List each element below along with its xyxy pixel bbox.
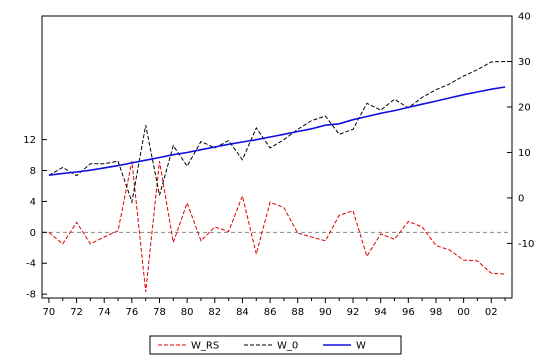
left-y-tick-label: 0	[30, 228, 36, 239]
right-y-tick-label: 20	[518, 102, 531, 113]
series-line-w	[48, 86, 506, 176]
legend-label-w-0: W_0	[277, 341, 298, 352]
series-line-w-rs	[48, 161, 506, 292]
series-group	[48, 61, 506, 292]
left-y-tick-label: -4	[26, 259, 36, 270]
legend-label-w-rs: W_RS	[191, 341, 219, 352]
x-axis: 70 72 74 76 78 80 82 84 86 88 90 92 94 96 98 00 02	[43, 298, 506, 318]
x-tick-label: 72	[70, 307, 83, 318]
left-y-tick-label: 4	[30, 197, 36, 208]
legend-label-w: W	[356, 341, 366, 352]
x-tick-label: 96	[402, 307, 415, 318]
right-y-tick-label: 30	[518, 57, 531, 68]
x-tick-label: 70	[43, 307, 56, 318]
x-tick-label: 90	[319, 307, 332, 318]
plot-frame	[41, 15, 513, 299]
x-tick-label: 92	[347, 307, 360, 318]
right-y-tick-label: 10	[518, 148, 531, 159]
x-tick-label: 88	[291, 307, 304, 318]
right-y-tick-label: 0	[518, 193, 524, 204]
right-y-axis: -10 0 10 20 30 40	[507, 12, 534, 250]
x-tick-label: 84	[236, 307, 249, 318]
x-tick-label: 86	[264, 307, 277, 318]
legend-box	[149, 335, 402, 355]
x-tick-label: 74	[98, 307, 111, 318]
left-y-tick-label: -8	[26, 290, 36, 301]
x-tick-label: 02	[485, 307, 498, 318]
left-y-tick-label: 8	[30, 166, 36, 177]
left-y-axis: -8 -4 0 4 8 12	[23, 135, 47, 301]
x-tick-label: 76	[125, 307, 138, 318]
x-tick-label: 82	[208, 307, 221, 318]
x-tick-label: 94	[374, 307, 387, 318]
series-line-w-0	[48, 61, 506, 204]
right-y-tick-label: 40	[518, 12, 531, 23]
x-tick-label: 00	[457, 307, 470, 318]
right-y-tick-label: -10	[518, 239, 534, 250]
left-y-tick-label: 12	[23, 135, 36, 146]
x-tick-label: 80	[181, 307, 194, 318]
x-tick-label: 78	[153, 307, 166, 318]
x-tick-label: 98	[430, 307, 443, 318]
legend: W_RS W_0 W	[149, 335, 402, 355]
